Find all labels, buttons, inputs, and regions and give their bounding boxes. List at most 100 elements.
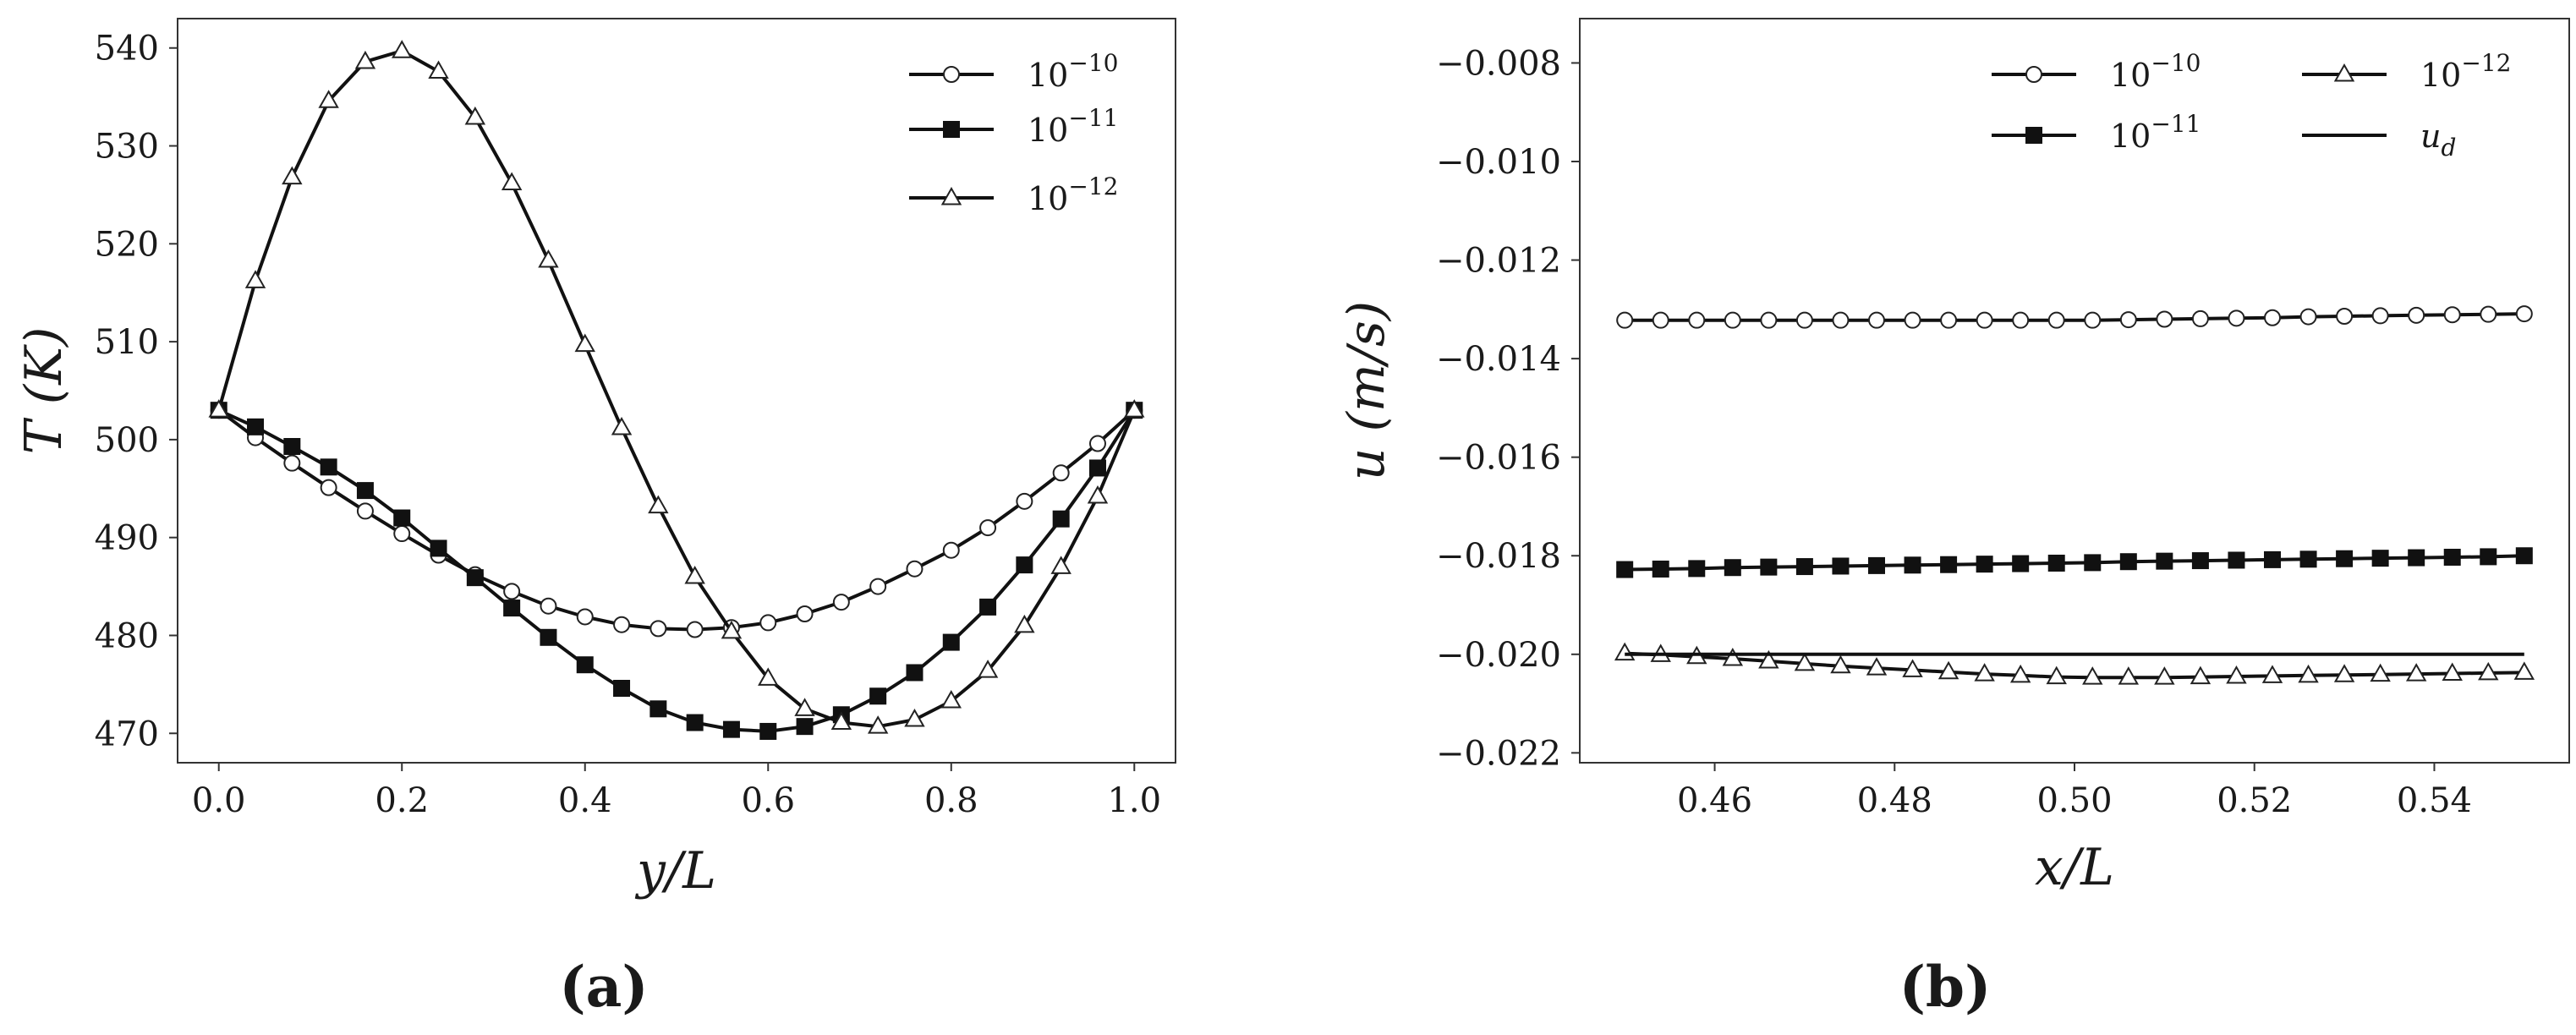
data-point — [1760, 558, 1778, 576]
panel-a-xlabel: y/L — [634, 841, 716, 901]
legend-entry-2: 10−12 — [909, 172, 1118, 217]
data-point — [283, 454, 301, 472]
data-point — [1760, 311, 1778, 329]
data-point — [1868, 311, 1885, 329]
data-point — [613, 680, 631, 697]
data-point — [906, 664, 924, 682]
data-point — [1795, 558, 1813, 576]
x-tick-label: 0.2 — [375, 781, 429, 820]
data-point — [940, 690, 962, 709]
data-point — [1794, 652, 1816, 671]
legend-marker — [940, 186, 962, 205]
y-tick-label: −0.008 — [1436, 44, 1561, 83]
y-tick-label: −0.012 — [1436, 242, 1561, 281]
x-tick-label: 0.52 — [2217, 781, 2292, 820]
data-point — [244, 270, 266, 288]
panel-b-label: (b) — [1899, 954, 1992, 1020]
data-point — [2371, 550, 2389, 567]
data-point — [393, 509, 411, 527]
data-point — [574, 333, 595, 353]
data-point — [2156, 310, 2173, 328]
data-point — [1937, 660, 1959, 680]
panel-b-xlabel: x/L — [2035, 838, 2114, 897]
panel-a-legend: 10−10 10−11 10−12 — [909, 49, 1118, 217]
data-point — [2119, 311, 2137, 329]
data-point — [2047, 554, 2065, 572]
x-tick-label: 0.54 — [2397, 781, 2472, 820]
data-point — [796, 605, 814, 622]
y-tick-label: 520 — [95, 225, 159, 264]
data-point — [1902, 659, 1923, 677]
data-point — [979, 519, 997, 537]
data-point — [2264, 309, 2281, 326]
data-point — [2299, 308, 2317, 326]
data-point — [2119, 553, 2137, 571]
legend-label: ud — [2420, 118, 2456, 162]
data-point — [869, 578, 887, 595]
data-point — [2084, 311, 2102, 329]
y-tick-label: −0.022 — [1436, 734, 1561, 773]
data-point — [758, 667, 779, 686]
data-point — [613, 616, 631, 633]
data-point — [2012, 555, 2030, 572]
x-tick-label: 0.46 — [1677, 781, 1752, 820]
data-point — [1904, 311, 1921, 329]
data-point — [247, 418, 265, 435]
x-tick-label: 1.0 — [1107, 781, 1161, 820]
data-point — [2480, 305, 2497, 323]
data-point — [2513, 661, 2535, 680]
y-tick-label: 490 — [95, 519, 159, 558]
legend-entry-1: 10−11 — [909, 104, 1118, 149]
data-point — [503, 600, 521, 617]
data-point — [1614, 642, 1636, 661]
data-point — [1052, 510, 1070, 528]
data-point — [392, 40, 413, 58]
panel-a-series-layer — [208, 40, 1145, 740]
panel-a-label: (a) — [559, 954, 648, 1020]
data-point — [2156, 552, 2173, 570]
data-point — [1688, 311, 1706, 329]
data-point — [320, 479, 337, 496]
data-point — [1124, 399, 1145, 418]
data-point — [2082, 666, 2103, 685]
data-point — [464, 106, 486, 125]
series-markers-0 — [210, 402, 1143, 638]
panel-a-ticks-layer: 0.0 0.2 0.4 0.6 0.8 1.0 470 480 490 500 510 520 530 5… — [95, 30, 1161, 820]
data-point — [867, 715, 889, 734]
data-point — [2191, 309, 2209, 327]
data-point — [356, 502, 374, 520]
data-point — [2370, 663, 2391, 682]
data-point — [1088, 435, 1106, 452]
x-tick-label: 0.0 — [192, 781, 246, 820]
data-point — [1722, 648, 1744, 666]
panel-b: 0.46 0.48 0.50 0.52 0.54 −0.008 −0.010 −0.012 −0… — [1337, 18, 2570, 1020]
data-point — [1652, 311, 1669, 329]
data-point — [1616, 311, 1634, 329]
data-point — [1868, 556, 1885, 574]
data-point — [2191, 552, 2209, 570]
panel-b-series-layer — [1614, 305, 2535, 685]
series-markers-2 — [1614, 642, 2535, 685]
y-tick-label: −0.010 — [1436, 143, 1561, 182]
y-tick-label: 530 — [95, 128, 159, 167]
y-tick-label: −0.014 — [1436, 340, 1561, 379]
data-point — [1795, 311, 1813, 329]
data-point — [501, 172, 523, 191]
data-point — [1974, 663, 1995, 682]
data-point — [2480, 548, 2497, 566]
data-point — [2443, 306, 2461, 324]
data-point — [538, 249, 559, 268]
data-point — [686, 621, 704, 638]
data-point — [649, 700, 667, 718]
data-point — [2408, 306, 2425, 324]
data-point — [2333, 664, 2355, 682]
x-tick-label: 0.4 — [558, 781, 612, 820]
data-point — [428, 60, 449, 79]
legend-entry-1: 10−11 — [1992, 110, 2201, 155]
data-point — [1830, 654, 1851, 674]
legend-marker — [2025, 66, 2042, 83]
data-point — [906, 560, 924, 578]
data-point — [832, 594, 850, 611]
legend-marker — [2025, 127, 2042, 144]
